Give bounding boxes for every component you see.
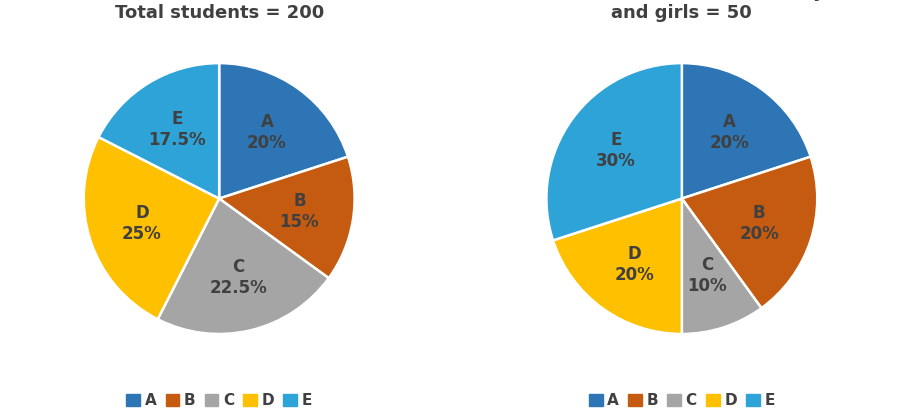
Wedge shape <box>158 199 329 334</box>
Text: C
10%: C 10% <box>687 256 727 295</box>
Wedge shape <box>682 199 761 334</box>
Wedge shape <box>546 63 682 240</box>
Legend: A, B, C, D, E: A, B, C, D, E <box>583 387 781 414</box>
Text: D
25%: D 25% <box>122 204 162 243</box>
Wedge shape <box>84 137 219 319</box>
Text: D
20%: D 20% <box>614 245 654 284</box>
Text: E
17.5%: E 17.5% <box>148 110 205 149</box>
Text: C
22.5%: C 22.5% <box>209 258 267 297</box>
Wedge shape <box>682 63 811 199</box>
Wedge shape <box>219 157 355 278</box>
Text: E
30%: E 30% <box>596 131 636 170</box>
Text: A
20%: A 20% <box>247 113 287 152</box>
Text: B
20%: B 20% <box>739 204 779 243</box>
Text: A
20%: A 20% <box>710 113 750 152</box>
Wedge shape <box>98 63 219 199</box>
Wedge shape <box>553 199 682 334</box>
Wedge shape <box>219 63 348 199</box>
Legend: A, B, C, D, E: A, B, C, D, E <box>120 387 318 414</box>
Wedge shape <box>682 157 817 308</box>
Title: Total difference between boys
and girls = 50: Total difference between boys and girls … <box>529 0 835 22</box>
Title: Total students = 200: Total students = 200 <box>114 4 323 22</box>
Text: B
15%: B 15% <box>279 192 319 231</box>
